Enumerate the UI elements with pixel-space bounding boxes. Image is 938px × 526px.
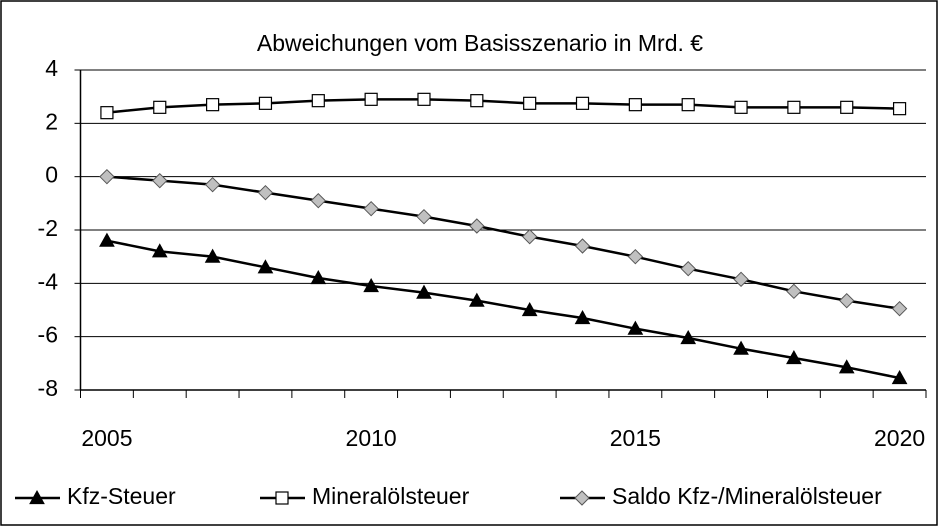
marker <box>29 489 45 505</box>
marker <box>275 491 289 505</box>
marker <box>363 277 379 293</box>
marker <box>257 259 274 274</box>
marker <box>258 96 273 110</box>
marker <box>627 248 644 265</box>
marker <box>363 200 379 217</box>
marker <box>627 320 644 335</box>
marker <box>787 100 801 114</box>
marker <box>153 100 167 114</box>
marker <box>574 309 591 325</box>
marker <box>416 208 432 225</box>
marker <box>680 260 696 277</box>
marker <box>681 98 695 112</box>
legend-label: Kfz-Steuer <box>67 483 176 509</box>
marker <box>151 243 168 258</box>
x-tick-label: 2005 <box>81 425 132 451</box>
marker <box>574 490 590 506</box>
marker <box>628 98 642 112</box>
marker <box>521 228 538 245</box>
marker <box>99 232 115 247</box>
marker <box>469 218 485 234</box>
marker <box>204 248 221 263</box>
marker <box>838 359 855 374</box>
marker <box>892 102 907 116</box>
marker <box>257 184 274 201</box>
x-tick-label: 2010 <box>346 425 397 451</box>
marker <box>206 98 220 112</box>
marker <box>470 94 484 108</box>
marker <box>204 176 221 193</box>
y-tick-label: -2 <box>38 215 58 241</box>
marker <box>468 292 485 307</box>
marker <box>100 106 114 120</box>
x-tick-label: 2015 <box>610 425 661 451</box>
marker <box>523 96 537 110</box>
marker <box>733 340 749 355</box>
marker <box>417 92 431 106</box>
y-tick-label: 4 <box>45 55 58 81</box>
marker <box>152 172 168 189</box>
marker <box>310 269 327 285</box>
legend-label: Saldo Kfz-/Mineralölsteuer <box>612 483 882 509</box>
marker <box>311 94 325 108</box>
marker <box>521 301 538 317</box>
y-tick-label: -6 <box>38 322 58 348</box>
marker <box>733 271 749 288</box>
marker <box>734 100 748 114</box>
marker <box>891 300 908 317</box>
marker <box>840 100 854 114</box>
x-tick-label: 2020 <box>874 425 925 451</box>
marker <box>786 283 802 300</box>
y-tick-label: -8 <box>38 375 58 401</box>
marker <box>99 168 115 185</box>
legend-label: Mineralölsteuer <box>312 483 470 509</box>
y-tick-label: 2 <box>45 108 58 134</box>
marker <box>786 349 802 365</box>
marker <box>891 369 908 385</box>
marker <box>575 96 590 110</box>
marker <box>680 329 697 345</box>
series-line <box>106 239 900 380</box>
marker <box>416 284 432 299</box>
series-line <box>106 175 900 310</box>
marker <box>839 292 855 309</box>
y-tick-label: -4 <box>38 268 59 294</box>
marker <box>364 92 378 106</box>
chart-title: Abweichungen vom Basisszenario in Mrd. € <box>257 30 703 56</box>
y-tick-label: 0 <box>45 162 58 188</box>
marker <box>310 192 327 209</box>
marker <box>574 238 591 254</box>
series-line <box>106 98 900 114</box>
